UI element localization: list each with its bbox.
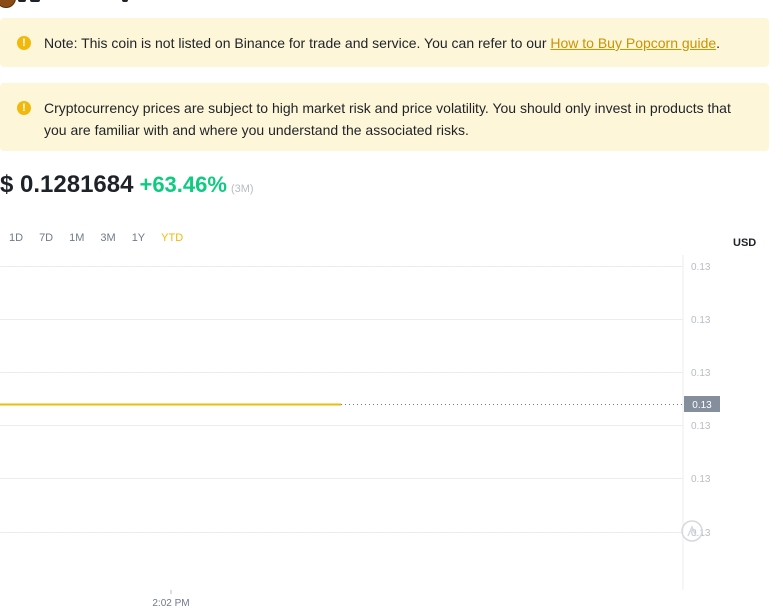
title-fragment bbox=[18, 0, 26, 2]
price-change: +63.46% bbox=[139, 172, 227, 197]
y-tick-label: 0.13 bbox=[691, 474, 711, 485]
warning-icon: ! bbox=[17, 101, 31, 115]
price-chart[interactable]: 0.130.130.130.130.130.13 2:02 PM 0.13 bbox=[0, 255, 783, 615]
how-to-buy-guide-link[interactable]: How to Buy Popcorn guide bbox=[550, 35, 717, 51]
coin-logo bbox=[0, 0, 16, 8]
listing-notice-text: Note: This coin is not listed on Binance… bbox=[44, 32, 720, 54]
last-price-tag bbox=[684, 396, 720, 412]
timeframe-tabs: 1D 7D 1M 3M 1Y YTD bbox=[9, 232, 199, 244]
tab-ytd[interactable]: YTD bbox=[161, 232, 184, 244]
price-row: $ 0.1281684 +63.46% (3M) bbox=[0, 171, 254, 201]
tab-7d[interactable]: 7D bbox=[39, 232, 54, 244]
current-price: $ 0.1281684 bbox=[0, 171, 134, 198]
tab-1y[interactable]: 1Y bbox=[131, 232, 146, 244]
currency-label: USD bbox=[733, 237, 757, 249]
warning-icon: ! bbox=[17, 36, 31, 50]
y-tick-label: 0.13 bbox=[691, 315, 711, 326]
x-tick-label: 2:02 PM bbox=[152, 598, 189, 609]
tab-1d[interactable]: 1D bbox=[9, 232, 24, 244]
change-period: (3M) bbox=[230, 183, 254, 195]
header-strip bbox=[0, 0, 783, 8]
listing-notice-body: Note: This coin is not listed on Binance… bbox=[44, 35, 551, 51]
watermark-icon-glyph bbox=[687, 525, 697, 537]
grid-lines bbox=[0, 266, 683, 533]
watermark-icon bbox=[681, 520, 703, 542]
risk-notice-text: Cryptocurrency prices are subject to hig… bbox=[44, 100, 731, 138]
y-tick-label: 0.13 bbox=[691, 421, 711, 432]
last-price-tag-label: 0.13 bbox=[692, 400, 712, 411]
y-tick-label: 0.13 bbox=[691, 262, 711, 273]
risk-notice: ! Cryptocurrency prices are subject to h… bbox=[0, 83, 769, 151]
listing-notice-suffix: . bbox=[716, 35, 721, 51]
title-fragment bbox=[30, 0, 40, 2]
tab-1m[interactable]: 1M bbox=[69, 232, 85, 244]
listing-notice: ! Note: This coin is not listed on Binan… bbox=[0, 18, 769, 67]
tab-3m[interactable]: 3M bbox=[100, 232, 116, 244]
title-fragment bbox=[122, 0, 128, 2]
y-tick-label: 0.13 bbox=[691, 368, 711, 379]
